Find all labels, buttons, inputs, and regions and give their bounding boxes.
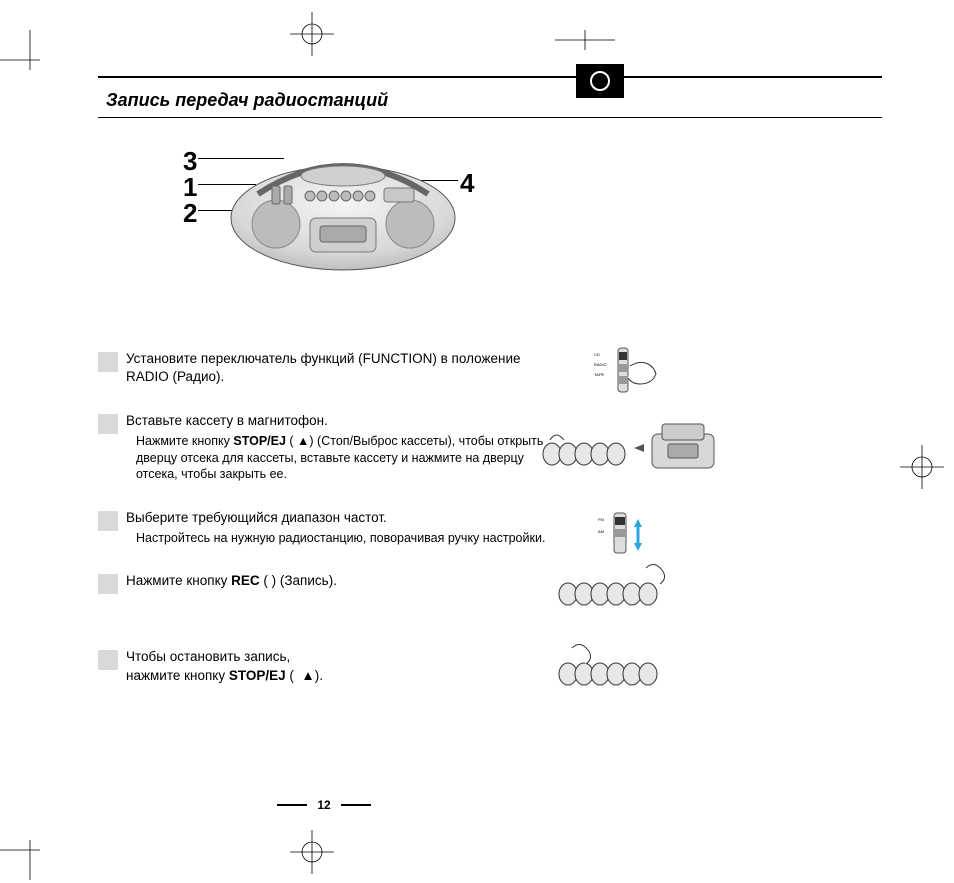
svg-text:FM: FM <box>598 517 604 522</box>
page-title: Запись передач радиостанций <box>106 90 388 110</box>
step-5: Чтобы остановить запись,нажмите кнопку S… <box>98 648 550 684</box>
crop-mark-tl <box>0 30 60 90</box>
page-number: 12 <box>317 798 330 812</box>
step-subtext: Настройтесь на нужную радиостанцию, пово… <box>126 530 545 547</box>
step-number-box <box>98 574 118 594</box>
svg-text:RADIO: RADIO <box>594 362 607 367</box>
step-text: Чтобы остановить запись,нажмите кнопку S… <box>126 648 323 684</box>
step-text: Нажмите кнопку REC ( ) (Запись). <box>126 572 337 590</box>
svg-text:AM: AM <box>598 529 604 534</box>
step-4-icon <box>556 562 696 617</box>
callout-2: 2 <box>183 198 197 229</box>
crop-mark-bl <box>0 820 60 880</box>
step-3-icon: FM AM <box>596 505 656 566</box>
step-number-box <box>98 414 118 434</box>
section-tab <box>576 64 624 98</box>
step-2: Вставьте кассету в магнитофон. Нажмите к… <box>98 412 550 483</box>
hero-diagram: 3 1 2 4 <box>98 146 882 306</box>
callout-4: 4 <box>460 168 474 199</box>
step-subtext: Нажмите кнопку STOP/EJ ( ▲) (Стоп/Выброс… <box>126 433 550 484</box>
svg-text:CD: CD <box>594 352 600 357</box>
device-illustration <box>228 146 458 281</box>
title-row: Запись передач радиостанций <box>98 76 882 118</box>
step-text: Установите переключатель функций (FUNCTI… <box>126 350 550 386</box>
step-4: Нажмите кнопку REC ( ) (Запись). <box>98 572 550 594</box>
step-text: Выберите требующийся диапазон частот. <box>126 509 545 527</box>
svg-text:TAPE: TAPE <box>594 372 604 377</box>
step-3: Выберите требующийся диапазон частот. На… <box>98 509 550 546</box>
step-text: Вставьте кассету в магнитофон. <box>126 412 550 430</box>
step-list: Установите переключатель функций (FUNCTI… <box>98 350 550 685</box>
step-number-box <box>98 352 118 372</box>
reg-mark-bottom <box>290 830 334 874</box>
page-footer: 12 <box>98 798 550 812</box>
step-5-icon <box>556 642 696 697</box>
step-2-icon <box>540 418 720 479</box>
reg-mark-top <box>290 12 334 56</box>
step-number-box <box>98 511 118 531</box>
step-number-box <box>98 650 118 670</box>
step-1: Установите переключатель функций (FUNCTI… <box>98 350 550 386</box>
reg-mark-right <box>900 445 944 489</box>
step-1-icon: CD RADIO TAPE <box>590 342 670 407</box>
crop-mark-tm <box>555 30 615 50</box>
